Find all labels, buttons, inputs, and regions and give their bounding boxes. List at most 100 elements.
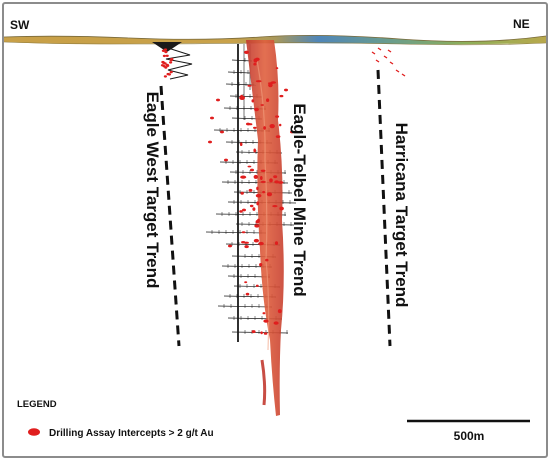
- assay-intercept: [244, 241, 249, 244]
- assay-intercept: [254, 107, 259, 112]
- assay-intercept: [242, 208, 246, 212]
- assay-intercept: [277, 309, 282, 314]
- legend-title: LEGEND: [17, 399, 57, 410]
- assay-intercept: [253, 238, 259, 243]
- assay-intercept: [208, 140, 212, 144]
- legend: LEGEND Drilling Assay Intercepts > 2 g/t…: [17, 399, 214, 439]
- eagle-telbel-assay-intercepts: [208, 50, 294, 335]
- assay-intercept: [263, 319, 269, 323]
- assay-intercept: [395, 69, 400, 73]
- assay-intercept: [253, 62, 257, 66]
- assay-intercept: [277, 181, 284, 184]
- assay-intercept: [248, 188, 253, 192]
- assay-intercept: [162, 54, 166, 58]
- assay-intercept: [246, 122, 250, 126]
- assay-intercept: [273, 175, 278, 179]
- assay-intercept: [256, 186, 259, 191]
- assay-intercept: [265, 258, 269, 262]
- assay-intercept: [244, 281, 248, 284]
- assay-intercept: [260, 176, 263, 180]
- assay-intercept: [251, 99, 255, 103]
- assay-intercept: [279, 206, 284, 211]
- assay-intercept: [247, 165, 252, 168]
- assay-intercept: [383, 55, 388, 59]
- assay-intercept: [239, 210, 243, 213]
- assay-intercept: [255, 284, 259, 287]
- eagle-telbel-trend-label: Eagle-Telbel Mine Trend: [290, 103, 309, 296]
- assay-intercept: [253, 174, 258, 179]
- assay-intercept: [273, 321, 279, 325]
- assay-intercept: [262, 190, 265, 194]
- assay-intercept: [255, 193, 262, 198]
- assay-intercept: [263, 126, 266, 130]
- assay-intercept: [166, 72, 170, 76]
- assay-intercept: [258, 241, 264, 246]
- assay-intercept: [272, 205, 278, 208]
- assay-intercept: [279, 94, 284, 98]
- drill-hole: [205, 231, 267, 234]
- assay-intercept: [253, 148, 256, 153]
- assay-intercept: [241, 231, 246, 234]
- assay-intercept: [401, 73, 406, 77]
- eagle-west-surface-workings: [152, 42, 193, 80]
- assay-intercept: [253, 58, 258, 63]
- assay-intercept: [262, 312, 266, 315]
- assay-intercept: [290, 130, 294, 134]
- assay-intercept: [249, 204, 254, 208]
- assay-intercept: [256, 201, 260, 206]
- assay-intercept: [239, 142, 243, 146]
- assay-intercept: [244, 50, 249, 54]
- assay-intercept: [253, 126, 257, 129]
- assay-intercept: [375, 59, 380, 63]
- assay-intercept: [275, 135, 281, 139]
- assay-intercept: [251, 330, 256, 334]
- assay-intercept: [164, 50, 168, 54]
- assay-intercept: [239, 95, 246, 100]
- assay-intercept: [165, 54, 169, 57]
- assay-intercept: [210, 116, 214, 120]
- assay-intercept: [387, 49, 392, 53]
- assay-intercept: [274, 180, 279, 184]
- assay-intercept: [245, 292, 250, 296]
- assay-intercept: [240, 191, 244, 195]
- assay-intercept: [259, 263, 263, 267]
- assay-intercept: [165, 63, 169, 67]
- assay-intercept: [162, 65, 166, 68]
- assay-intercept: [284, 88, 288, 92]
- harricana-trend-label: Harricana Target Trend: [392, 123, 411, 308]
- compass-northeast-label: NE: [513, 17, 530, 31]
- harricana-assay-intercepts: [371, 47, 406, 77]
- assay-intercept: [275, 67, 279, 70]
- assay-intercept: [269, 124, 275, 129]
- drill-hole: [225, 83, 257, 86]
- assay-intercept: [240, 94, 243, 97]
- legend-assay-symbol: [28, 428, 40, 436]
- eagle-west-trend-label: Eagle West Target Trend: [143, 92, 162, 289]
- assay-intercept: [263, 332, 268, 335]
- assay-intercept: [247, 84, 252, 87]
- assay-intercept: [169, 70, 173, 74]
- assay-intercept: [216, 98, 220, 102]
- assay-intercept: [170, 57, 174, 61]
- assay-intercept: [240, 175, 247, 179]
- assay-intercept: [252, 207, 256, 211]
- assay-intercept: [224, 158, 228, 162]
- compass-southwest-label: SW: [10, 18, 30, 32]
- assay-intercept: [274, 241, 279, 246]
- assay-intercept: [220, 130, 224, 134]
- assay-intercept: [169, 61, 173, 64]
- assay-intercept: [163, 48, 168, 51]
- assay-intercept: [254, 224, 260, 228]
- drill-hole: [227, 71, 251, 74]
- assay-intercept: [266, 98, 270, 102]
- assay-intercept: [266, 192, 273, 197]
- assay-intercept: [268, 83, 273, 88]
- legend-assay-label: Drilling Assay Intercepts > 2 g/t Au: [49, 428, 214, 439]
- assay-intercept: [163, 75, 167, 78]
- assay-intercept: [260, 104, 265, 106]
- scale-bar: 500m: [407, 419, 530, 443]
- assay-intercept: [257, 218, 260, 223]
- eagle-west-trend-line: [159, 85, 181, 347]
- assay-intercept: [228, 244, 232, 248]
